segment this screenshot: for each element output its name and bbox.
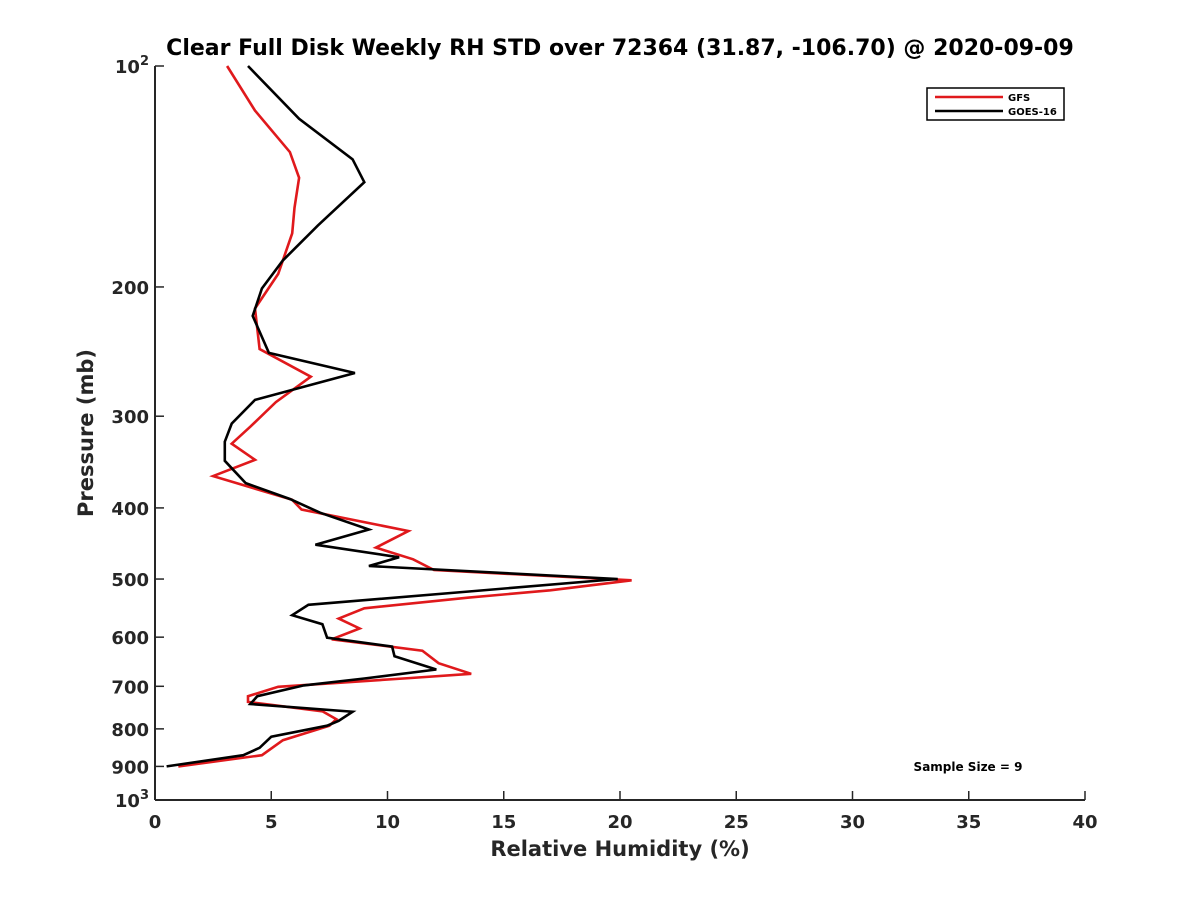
y-tick-label: 900	[111, 757, 149, 778]
y-tick-label: 500	[111, 570, 149, 591]
x-tick-label: 35	[956, 812, 981, 833]
x-tick-label: 30	[840, 812, 865, 833]
x-ticks: 0 5 10 15 20 25 30 35 40	[149, 791, 1098, 833]
x-axis-label: Relative Humidity (%)	[490, 837, 749, 861]
y-tick-label: 200	[111, 278, 149, 299]
y-tick-label: 102	[115, 54, 149, 78]
series-layer	[166, 65, 632, 768]
chart-title: Clear Full Disk Weekly RH STD over 72364…	[166, 36, 1074, 61]
legend: GFS GOES-16	[926, 87, 1065, 121]
series-line-goes16	[166, 65, 618, 768]
y-tick-label: 600	[111, 628, 149, 649]
legend-label-goes16: GOES-16	[1008, 107, 1057, 118]
series-line-gfs	[178, 65, 632, 768]
x-tick-label: 40	[1072, 812, 1097, 833]
x-tick-label: 5	[265, 812, 278, 833]
y-axis-label: Pressure (mb)	[74, 349, 98, 517]
x-tick-label: 25	[724, 812, 749, 833]
y-tick-label: 103	[115, 788, 149, 812]
y-tick-label: 700	[111, 677, 149, 698]
x-tick-label: 20	[607, 812, 632, 833]
x-tick-label: 10	[375, 812, 400, 833]
y-tick-label: 400	[111, 499, 149, 520]
legend-box	[926, 87, 1065, 121]
y-tick-label: 800	[111, 720, 149, 741]
x-tick-label: 15	[491, 812, 516, 833]
legend-label-gfs: GFS	[1008, 93, 1030, 104]
plot-frame	[155, 66, 1085, 800]
y-ticks: 102 200 300 400 500 600 700 800 900 103	[111, 54, 164, 812]
y-tick-label: 300	[111, 407, 149, 428]
x-tick-label: 0	[149, 812, 162, 833]
sample-size-annotation: Sample Size = 9	[914, 760, 1023, 774]
